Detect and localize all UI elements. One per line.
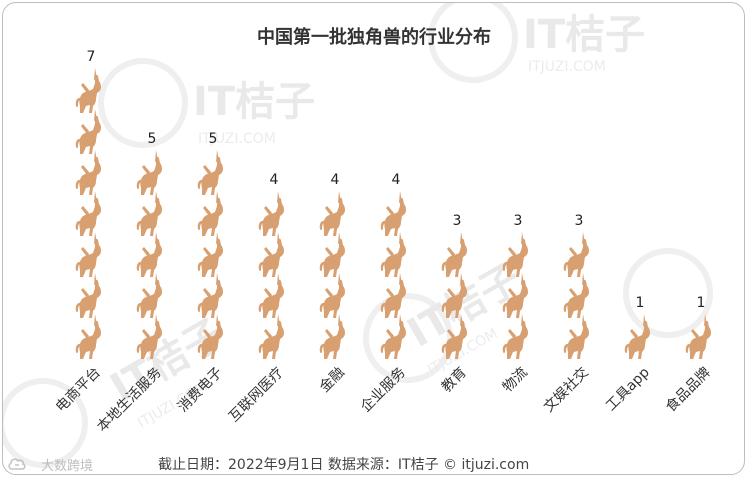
unicorn-icon <box>136 191 162 236</box>
bar-6 <box>380 191 406 359</box>
unicorn-icon <box>75 150 101 195</box>
data-label: 5 <box>148 131 157 147</box>
unicorn-icon <box>258 314 284 359</box>
unicorn-icon <box>75 109 101 154</box>
watermark-site-1: ITJUZI.COM <box>198 131 276 147</box>
unicorn-icon <box>563 273 589 318</box>
unicorn-icon <box>563 232 589 277</box>
unicorn-icon <box>502 314 528 359</box>
unicorn-icon <box>75 273 101 318</box>
unicorn-icon <box>563 314 589 359</box>
data-label: 3 <box>514 213 523 229</box>
data-label: 4 <box>392 172 401 188</box>
data-label: 1 <box>636 295 645 311</box>
unicorn-icon <box>136 232 162 277</box>
unicorn-icon <box>136 273 162 318</box>
bar-2 <box>136 150 162 359</box>
unicorn-icon <box>75 68 101 114</box>
unicorn-icon <box>441 232 467 277</box>
data-label: 3 <box>453 213 462 229</box>
data-label: 4 <box>270 172 279 188</box>
data-label: 1 <box>697 295 706 311</box>
category-label: 工具app <box>603 364 653 414</box>
data-label: 4 <box>331 172 340 188</box>
category-label: 金融 <box>317 365 348 396</box>
bar-1 <box>75 68 101 359</box>
unicorn-icon <box>258 232 284 277</box>
unicorn-icon <box>380 232 406 277</box>
unicorn-icon <box>319 273 345 318</box>
footer-source: 截止日期：2022年9月1日 数据来源：IT桔子 © itjuzi.com <box>158 457 529 473</box>
unicorn-icon <box>258 273 284 318</box>
unicorn-icon <box>75 314 101 359</box>
watermark-site-2: ITJUZI.COM <box>528 59 606 75</box>
data-label: 3 <box>575 213 584 229</box>
bar-9 <box>563 232 589 359</box>
unicorn-icon <box>197 273 223 318</box>
data-label: 7 <box>87 49 96 65</box>
watermark-brand-2: IT桔子 <box>523 12 645 58</box>
cloud-logo-icon <box>8 458 26 470</box>
category-label: 文娱社交 <box>540 364 592 416</box>
unicorn-icon <box>380 273 406 318</box>
category-label: 食品品牌 <box>662 364 714 416</box>
chart-svg: IT桔子 ITJUZI.COM IT桔子 ITJUZI.COM IT桔子 ITJ… <box>3 3 714 474</box>
category-label: 物流 <box>500 365 531 396</box>
watermark-brand-1: IT桔子 <box>193 79 315 125</box>
unicorn-icon <box>319 191 345 236</box>
category-label: 电商平台 <box>53 365 104 416</box>
watermark-layer: IT桔子 ITJUZI.COM IT桔子 ITJUZI.COM IT桔子 ITJ… <box>3 3 713 468</box>
chart-marks: 7电商平台5本地生活服务5消费电子4互联网医疗4金融4企业服务3教育3物流3文娱… <box>53 49 714 435</box>
category-label: 互联网医疗 <box>226 365 287 426</box>
unicorn-icon <box>319 314 345 359</box>
unicorn-icon <box>197 232 223 277</box>
unicorn-icon <box>75 232 101 277</box>
watermark-logo-icon <box>3 3 713 468</box>
unicorn-icon <box>197 191 223 236</box>
unicorn-icon <box>197 150 223 195</box>
unicorn-icon <box>75 191 101 236</box>
logo-text: 大数跨境 <box>41 459 93 474</box>
unicorn-icon <box>319 232 345 277</box>
unicorn-icon <box>136 150 162 195</box>
data-label: 5 <box>209 131 218 147</box>
corner-logo: 大数跨境 <box>8 458 93 474</box>
chart-title: 中国第一批独角兽的行业分布 <box>257 26 491 48</box>
bar-4 <box>258 191 284 359</box>
unicorn-icon <box>258 191 284 236</box>
unicorn-icon <box>380 191 406 236</box>
bar-5 <box>319 191 345 359</box>
